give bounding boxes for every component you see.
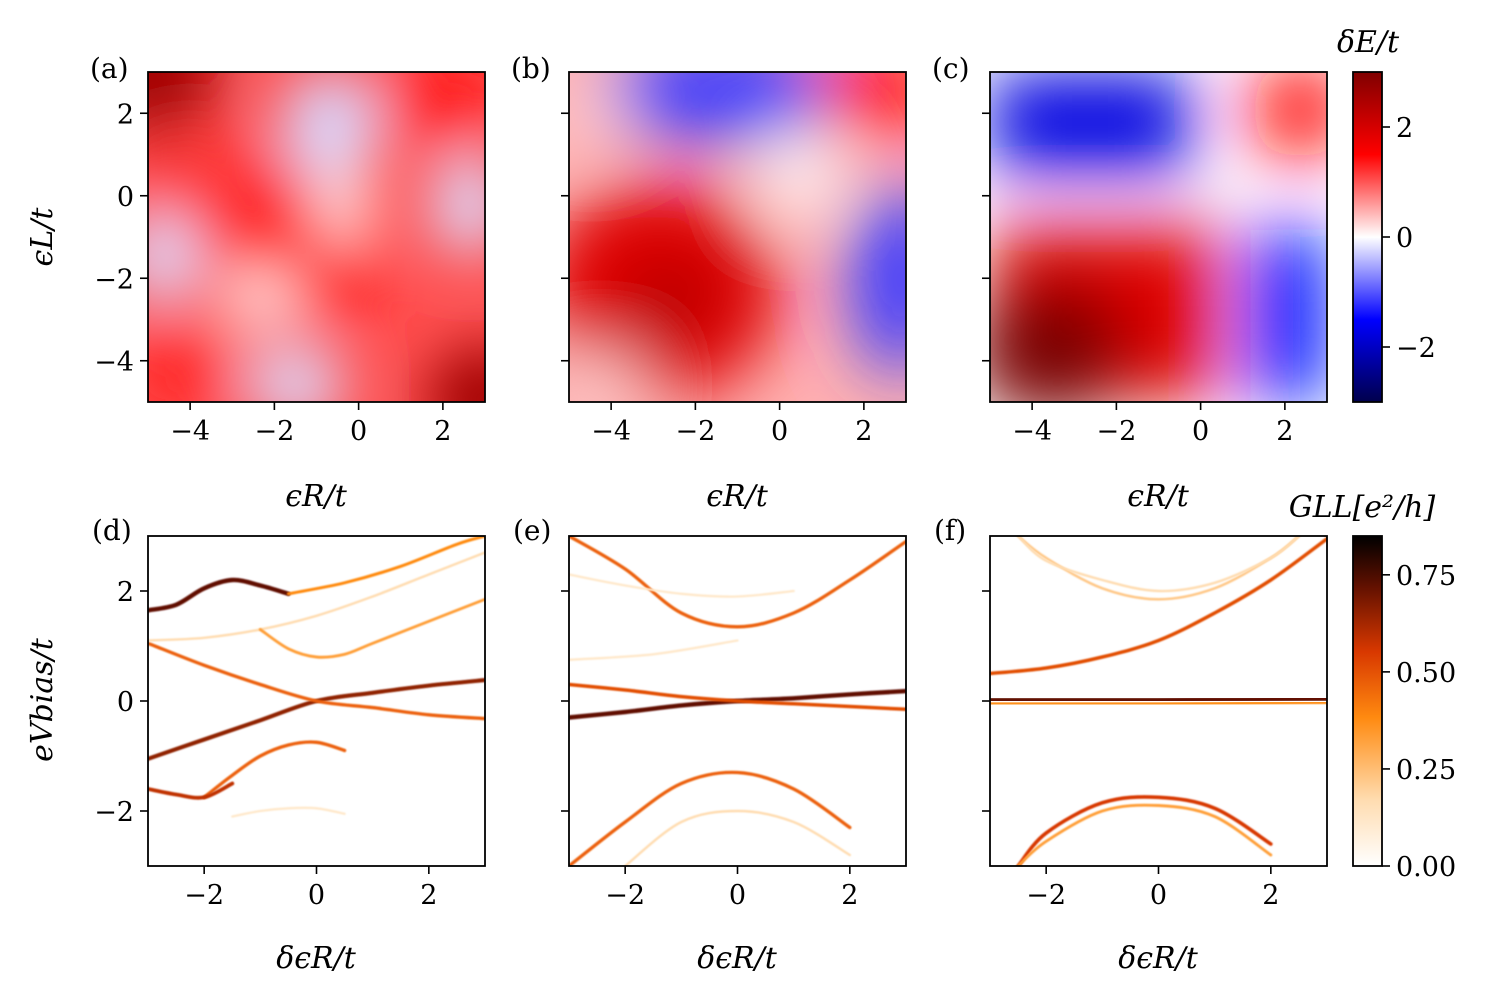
colorbar-top-gradient <box>1353 72 1382 402</box>
x-tick-label: −2 <box>184 880 224 911</box>
colorbar-tick-label: −2 <box>1396 333 1436 364</box>
panel-f: (f) <box>934 514 1328 867</box>
spectral-line <box>990 701 1327 706</box>
spectral-line <box>623 809 852 866</box>
spectral-line <box>990 696 1327 703</box>
heatmap-c <box>990 72 1327 402</box>
x-tick-label: 2 <box>1276 416 1293 447</box>
spectral-lines-d <box>148 536 485 818</box>
panel-a: (a) <box>90 52 486 403</box>
spectral-line <box>1016 795 1273 866</box>
x-tick-label: 2 <box>420 880 437 911</box>
spectral-line <box>1016 536 1301 593</box>
y-tick-label: −2 <box>94 797 134 828</box>
x-tick-label: −4 <box>170 416 210 447</box>
heatmap-a <box>148 72 485 402</box>
x-tick-label: 2 <box>434 416 451 447</box>
panel-b: (b) <box>511 52 907 403</box>
x-tick-label: −2 <box>254 416 294 447</box>
colorbar-bottom-title: GLL[e²/h] <box>1289 490 1436 525</box>
y-tick-label: −4 <box>94 347 134 378</box>
spectral-line <box>148 781 235 800</box>
colorbar-bottom-gradient <box>1353 536 1382 866</box>
ylabel-top: ϵL/t <box>25 207 60 267</box>
panel-label-e: (e) <box>513 514 551 547</box>
colorbar-tick-label: 0 <box>1396 223 1413 254</box>
colorbar-tick-label: 0.50 <box>1396 658 1456 689</box>
panel-label-b: (b) <box>511 52 551 85</box>
xlabel-c: ϵR/t <box>1127 479 1189 514</box>
axes-frame-a <box>147 71 486 403</box>
spectral-line <box>258 597 485 659</box>
x-tick-label: −2 <box>675 416 715 447</box>
colorbar-tick-label: 0.25 <box>1396 755 1456 786</box>
x-tick-label: −4 <box>591 416 631 447</box>
panel-label-a: (a) <box>90 52 129 85</box>
colorbar-bottom: GLL[e²/h] 0.00 0.25 0.50 0.75 <box>1289 490 1456 883</box>
panel-d: (d) <box>92 514 486 867</box>
panel-label-f: (f) <box>934 514 966 547</box>
x-tick-label: −4 <box>1012 416 1052 447</box>
panel-c: (c) <box>932 52 1328 403</box>
colorbar-tick-label: 0.00 <box>1396 852 1456 883</box>
heatmap-b <box>569 72 906 402</box>
xlabel-f: δϵR/t <box>1118 941 1199 976</box>
x-tick-label: 0 <box>350 416 367 447</box>
x-tick-label: 0 <box>308 880 325 911</box>
spectral-line <box>569 770 852 866</box>
x-tick-label: 0 <box>1150 880 1167 911</box>
y-tick-label: 2 <box>117 577 134 608</box>
x-tick-label: 2 <box>855 416 872 447</box>
y-tick-label: 2 <box>117 99 134 130</box>
x-tick-label: −2 <box>605 880 645 911</box>
x-tick-label: 0 <box>1192 416 1209 447</box>
spectral-line <box>148 551 485 642</box>
spectral-line <box>148 641 485 721</box>
axes-frame-b <box>568 71 907 403</box>
xlabel-a: ϵR/t <box>285 479 347 514</box>
axis-titles: ϵR/t ϵR/t ϵR/t δϵR/t δϵR/t δϵR/t ϵL/t eV… <box>25 207 1199 976</box>
spectral-line <box>569 536 906 629</box>
x-tick-label: 2 <box>1262 880 1279 911</box>
x-tick-label: 2 <box>841 880 858 911</box>
spectral-line <box>569 573 795 598</box>
colorbar-tick-label: 0.75 <box>1396 561 1456 592</box>
spectral-line <box>286 536 485 596</box>
y-tick-label: −2 <box>94 264 134 295</box>
x-tick-label: 0 <box>729 880 746 911</box>
spectral-line <box>990 537 1327 676</box>
axis-ticks: −4 −2 0 2 −4 −2 0 2 −4 −2 0 2 −4 −2 0 2 −2 0 2 −2 0 2 −2 0 2 −2 0 2 <box>94 99 1293 911</box>
colorbar-top-title: δE/t <box>1337 25 1400 60</box>
colorbar-top: δE/t −2 0 2 <box>1337 25 1436 403</box>
x-tick-label: 0 <box>771 416 788 447</box>
x-tick-label: −2 <box>1096 416 1136 447</box>
axes-frame-c <box>989 71 1328 403</box>
panel-e: (e) <box>513 514 907 867</box>
xlabel-d: δϵR/t <box>276 941 357 976</box>
spectral-lines-f <box>990 536 1327 866</box>
ylabel-bottom: eVbias/t <box>25 637 60 762</box>
spectral-line <box>202 740 347 799</box>
spectral-line <box>148 577 291 613</box>
colorbar-tick-label: 2 <box>1396 113 1413 144</box>
spectral-lines-e <box>569 536 906 866</box>
xlabel-e: δϵR/t <box>697 941 778 976</box>
spectral-line <box>569 682 906 712</box>
xlabel-b: ϵR/t <box>706 479 768 514</box>
panel-label-c: (c) <box>932 52 970 85</box>
spectral-line <box>231 806 346 818</box>
y-tick-label: 0 <box>117 182 134 213</box>
panel-label-d: (d) <box>92 514 132 547</box>
y-tick-label: 0 <box>117 687 134 718</box>
spectral-line <box>569 639 739 661</box>
x-tick-label: −2 <box>1026 880 1066 911</box>
spectral-line <box>1016 803 1273 866</box>
